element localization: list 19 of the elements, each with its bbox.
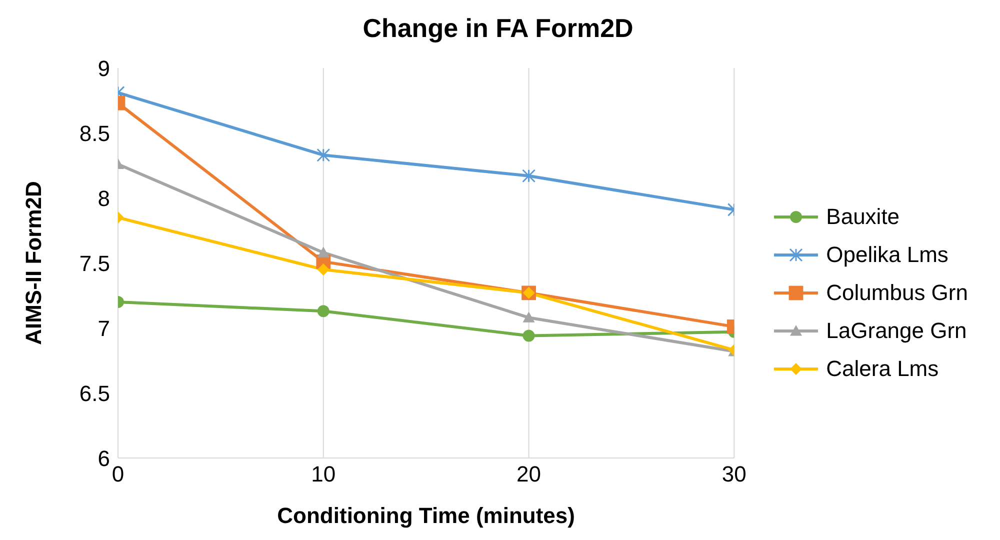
y-tick-label: 8 [98, 186, 110, 211]
y-tick-label: 9 [98, 56, 110, 81]
y-tick-label: 8.5 [79, 120, 110, 146]
x-tick-label: 30 [722, 462, 746, 487]
chart-title: Change in FA Form2D [362, 12, 634, 45]
x-axis-title: Conditioning Time (minutes) [277, 503, 575, 528]
legend-label: Columbus Grn [826, 280, 968, 306]
y-tick-label: 7.5 [79, 250, 110, 276]
x-tick-label: 0 [112, 462, 124, 487]
legend-label: LaGrange Grn [826, 318, 967, 344]
legend-label: Calera Lms [826, 356, 939, 382]
legend-label: Opelika Lms [826, 242, 948, 268]
y-tick-label: 6.5 [79, 380, 110, 406]
x-tick-label: 20 [516, 462, 542, 487]
legend-label: Bauxite [826, 204, 900, 230]
x-tick-label: 10 [311, 462, 336, 487]
y-tick-label: 6 [98, 446, 110, 471]
y-axis-title: AIMS-II Form2D [20, 181, 46, 345]
y-tick-label: 7 [98, 316, 110, 341]
